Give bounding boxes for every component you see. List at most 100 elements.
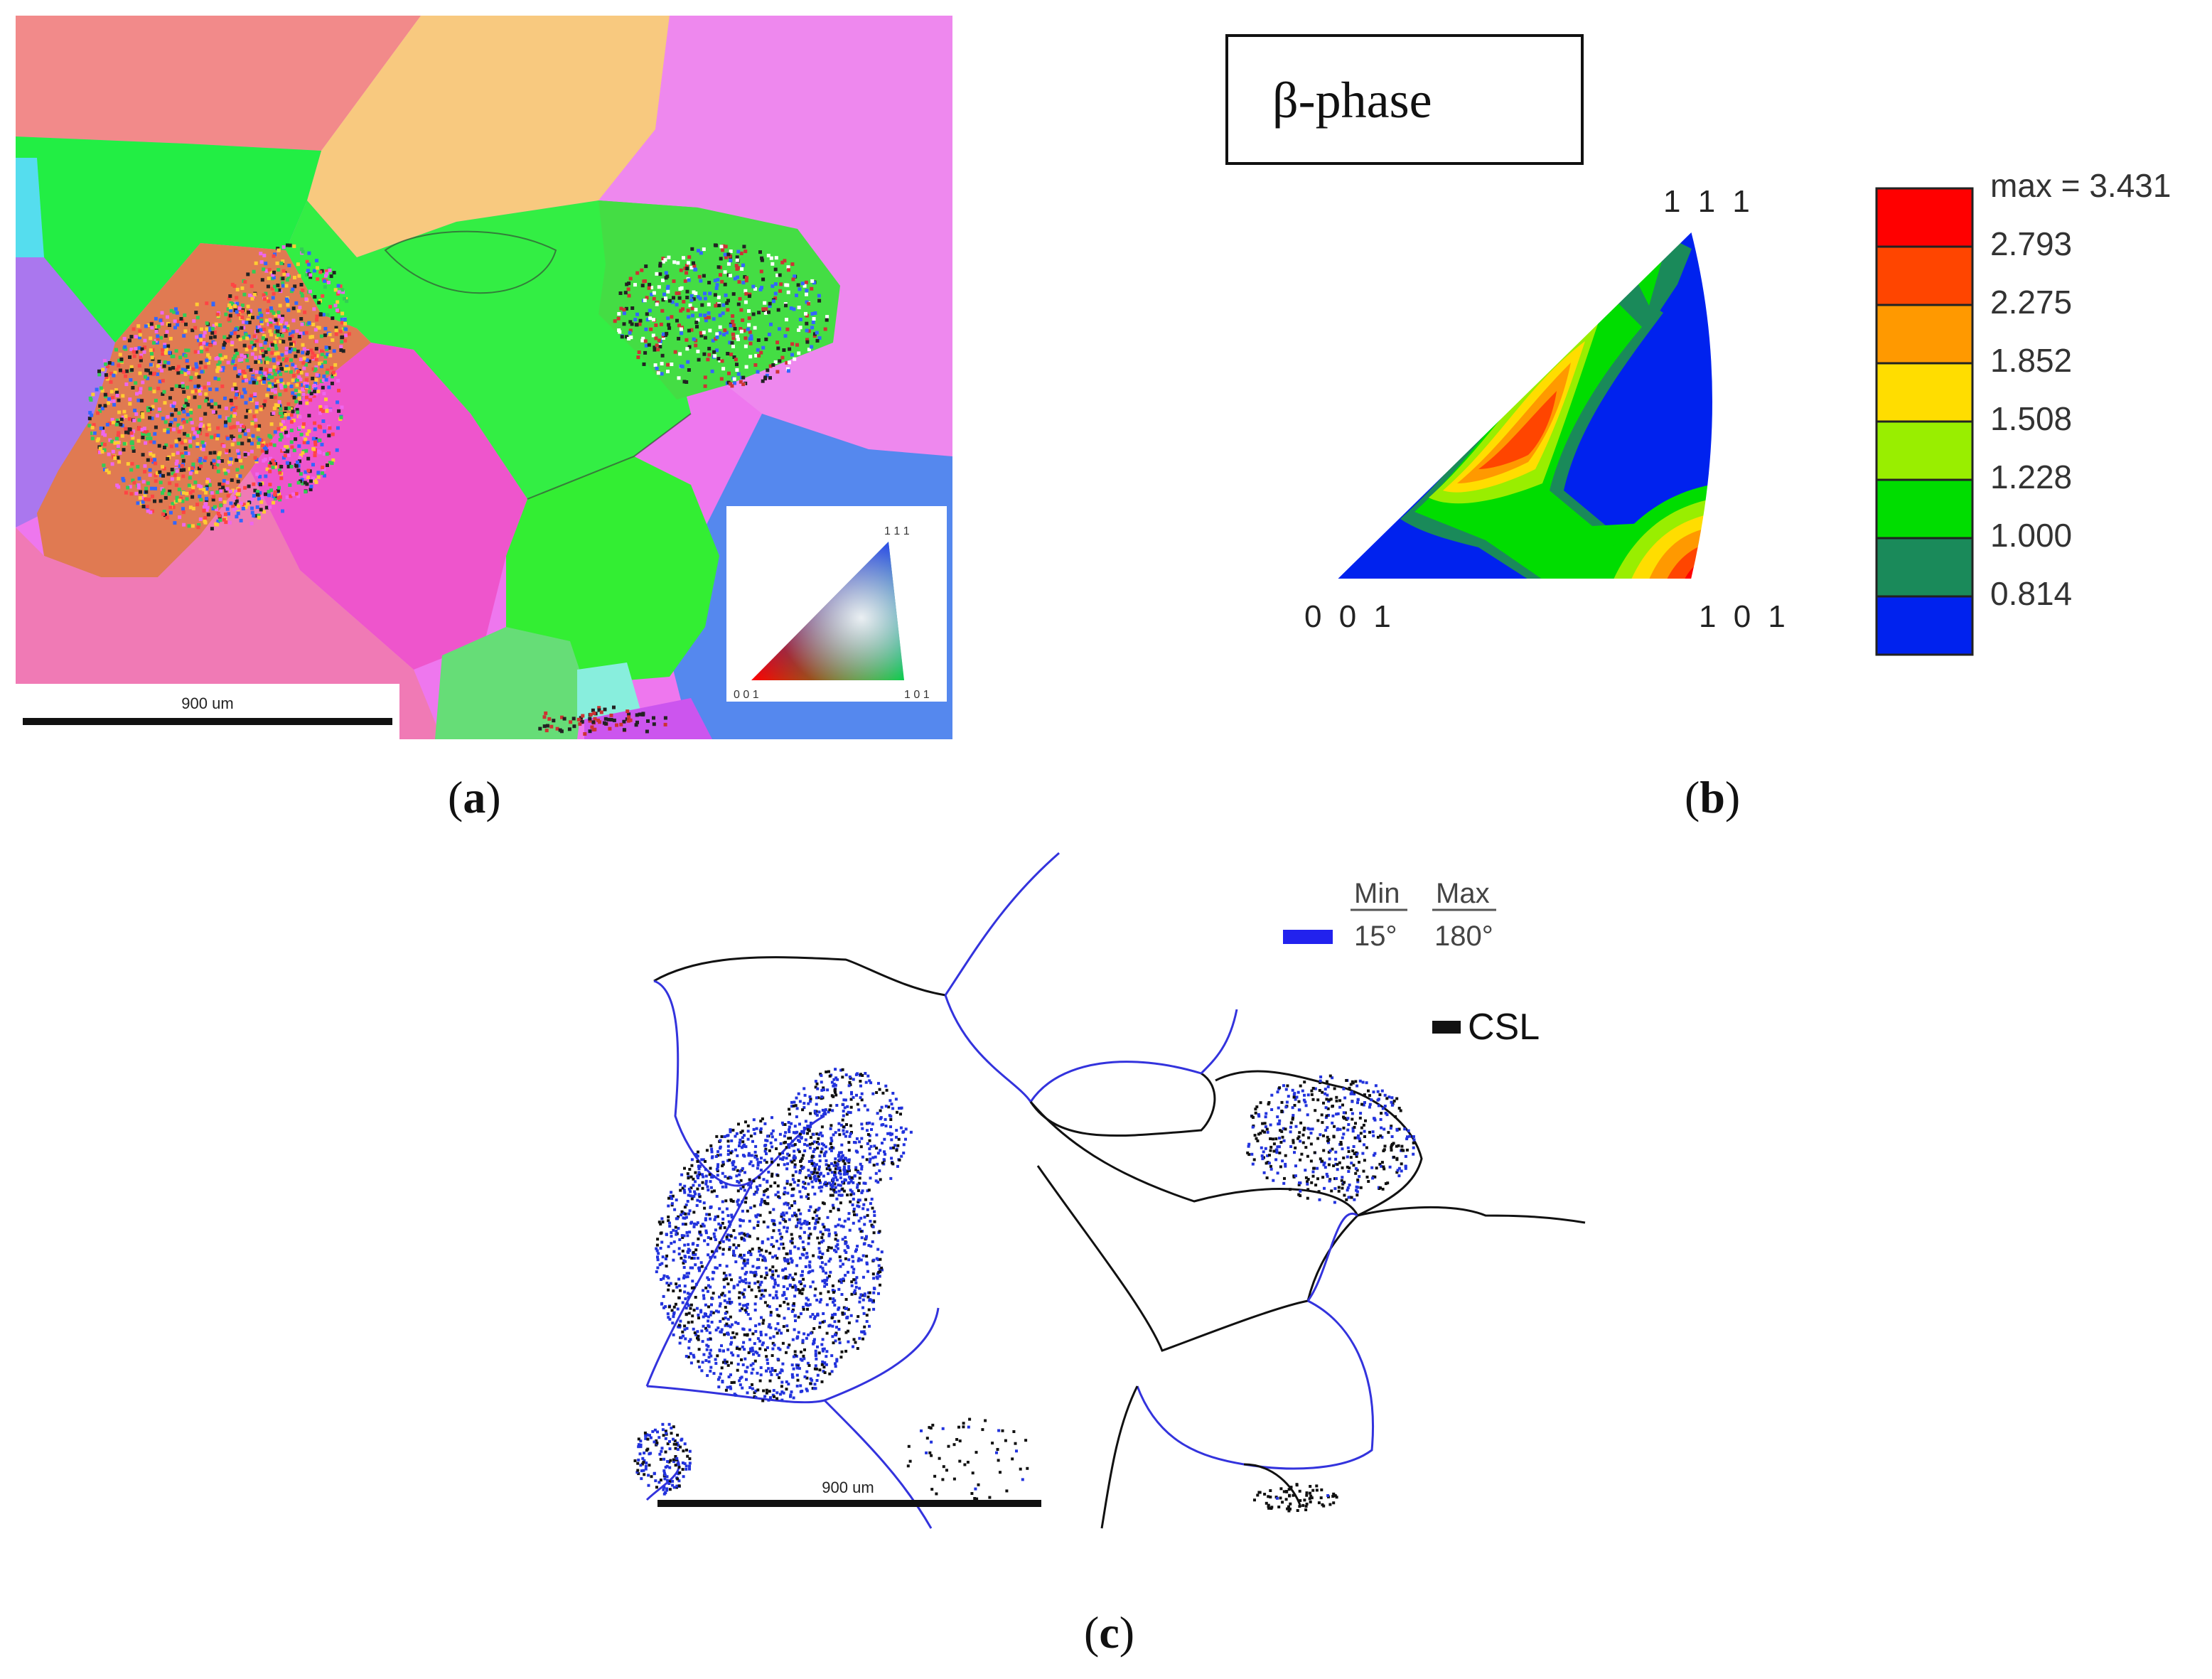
speckle xyxy=(258,490,262,495)
speckle xyxy=(242,370,245,373)
speckle xyxy=(665,286,670,291)
speckle xyxy=(819,1292,822,1295)
speckle xyxy=(129,431,134,435)
speckle xyxy=(256,316,260,320)
speckle xyxy=(807,1298,810,1302)
speckle xyxy=(571,717,576,721)
speckle xyxy=(130,462,134,466)
speckle xyxy=(741,382,746,387)
speckle xyxy=(1306,1196,1309,1200)
speckle xyxy=(654,336,658,340)
speckle xyxy=(312,447,316,451)
speckle xyxy=(751,1349,754,1353)
speckle xyxy=(635,720,639,724)
speckle xyxy=(186,451,190,456)
speckle xyxy=(210,461,214,466)
speckle xyxy=(652,722,656,726)
speckle xyxy=(667,1219,670,1223)
speckle xyxy=(718,1375,721,1379)
legend-label-2: 2.275 xyxy=(1990,284,2072,321)
speckle xyxy=(272,311,276,315)
speckle xyxy=(827,1070,830,1073)
speckle xyxy=(825,1167,829,1171)
speckle xyxy=(882,1158,886,1162)
speckle xyxy=(812,334,817,338)
speckle xyxy=(837,1166,840,1169)
speckle xyxy=(809,1121,812,1125)
speckle xyxy=(136,439,141,443)
speckle xyxy=(181,384,185,388)
speckle xyxy=(188,490,193,495)
speckle xyxy=(1314,1184,1318,1187)
speckle xyxy=(857,1201,860,1203)
speckle xyxy=(1307,1136,1311,1139)
speckle xyxy=(673,350,677,354)
speckle xyxy=(880,1266,884,1270)
speckle xyxy=(683,1191,687,1194)
speckle xyxy=(839,1176,842,1179)
speckle xyxy=(635,713,639,717)
speckle xyxy=(837,1184,840,1187)
speckle xyxy=(815,338,820,343)
speckle xyxy=(772,1296,775,1299)
speckle xyxy=(214,357,218,361)
speckle xyxy=(726,1214,730,1218)
speckle xyxy=(666,370,670,374)
speckle xyxy=(780,1398,784,1402)
speckle xyxy=(146,436,149,441)
speckle xyxy=(726,252,731,257)
speckle xyxy=(815,1208,818,1212)
speckle xyxy=(197,523,201,527)
speckle xyxy=(284,369,289,373)
speckle xyxy=(788,1206,791,1210)
speckle xyxy=(274,288,279,292)
speckle xyxy=(677,323,681,328)
speckle xyxy=(260,348,264,353)
speckle xyxy=(830,1183,833,1186)
speckle xyxy=(683,267,687,271)
speckle xyxy=(276,496,281,500)
speckle xyxy=(810,311,815,316)
speckle xyxy=(847,1270,849,1274)
speckle xyxy=(829,1127,832,1130)
speckle xyxy=(237,441,241,446)
speckle xyxy=(736,1321,740,1325)
speckle xyxy=(216,519,220,523)
speckle xyxy=(802,1307,805,1311)
speckle xyxy=(1359,1186,1363,1189)
speckle xyxy=(171,471,175,476)
speckle xyxy=(146,323,151,327)
speckle xyxy=(1253,1134,1257,1137)
speckle xyxy=(243,390,247,395)
speckle xyxy=(750,1154,753,1157)
speckle xyxy=(597,708,601,712)
speckle xyxy=(743,1134,746,1137)
speckle xyxy=(267,358,272,362)
speckle xyxy=(117,431,121,435)
speckle xyxy=(1346,1189,1349,1192)
speckle xyxy=(618,291,623,295)
speckle xyxy=(844,1251,848,1254)
speckle xyxy=(1335,1177,1338,1180)
panel-c-grain-boundary-map: Min 15° Max 180° CSL 900 um xyxy=(633,846,1628,1599)
speckle xyxy=(790,1122,793,1125)
speckle xyxy=(686,1250,689,1253)
speckle xyxy=(186,370,190,375)
speckle xyxy=(684,271,689,275)
speckle xyxy=(692,1353,695,1357)
speckle xyxy=(98,404,102,408)
speckle xyxy=(299,331,303,336)
speckle xyxy=(876,1272,879,1276)
speckle xyxy=(99,386,103,390)
speckle xyxy=(680,1213,682,1217)
speckle xyxy=(716,1354,719,1358)
speckle xyxy=(233,490,237,494)
speckle xyxy=(622,728,626,732)
speckle xyxy=(841,1238,844,1241)
speckle xyxy=(289,440,294,444)
speckle xyxy=(785,1157,788,1160)
speckle xyxy=(822,1086,825,1090)
speckle xyxy=(754,1270,758,1274)
speckle xyxy=(763,1199,766,1203)
speckle xyxy=(737,280,741,284)
